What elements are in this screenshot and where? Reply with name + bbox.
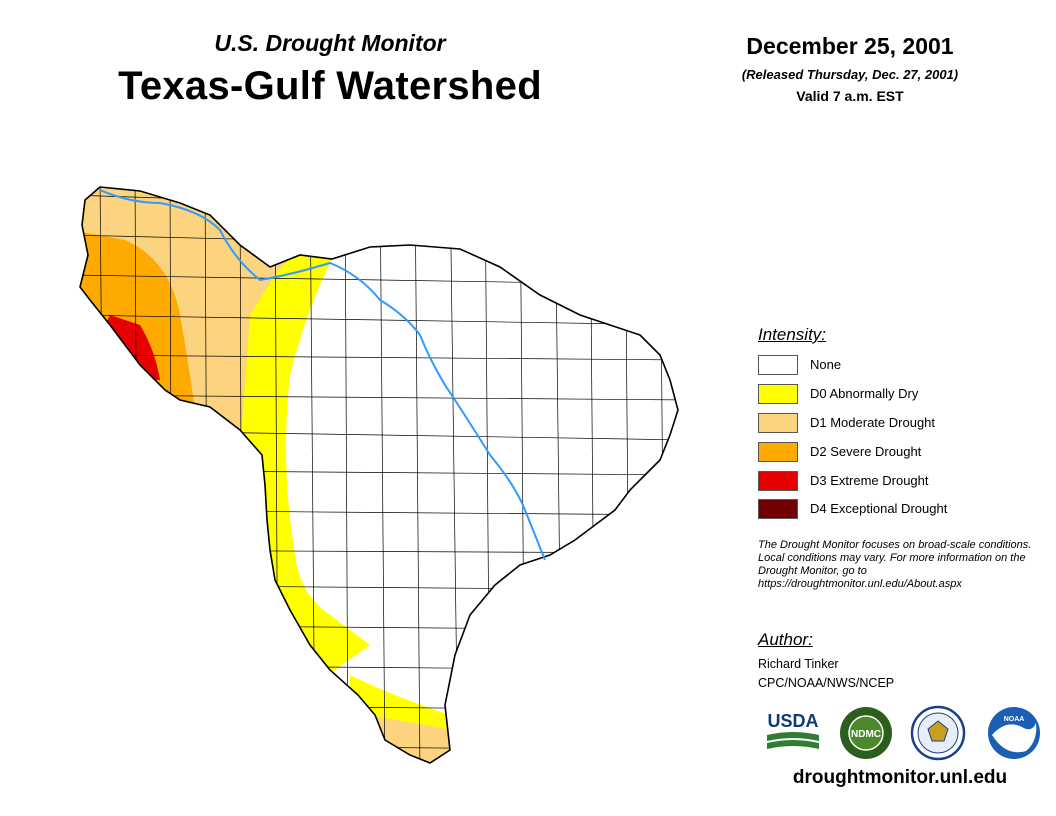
release-date: (Released Thursday, Dec. 27, 2001) [741,67,959,82]
noaa-logo: NOAA [988,707,1040,759]
author-org: CPC/NOAA/NWS/NCEP [758,676,895,690]
ndmc-logo-center [848,715,884,751]
legend-label-d2: D2 Severe Drought [810,444,922,459]
legend-label-d3: D3 Extreme Drought [810,473,929,488]
doc-seal-logo [910,705,966,761]
doc-seal-emblem [927,720,949,742]
noaa-logo-text: NOAA [1004,716,1025,723]
usda-logo-band-1 [767,732,819,741]
usda-logo: USDA [767,711,819,749]
usda-logo-band-2 [767,740,819,749]
ndmc-logo-text: NDMC [851,729,881,740]
legend-swatch-d3 [758,471,798,491]
legend-label-d4: D4 Exceptional Drought [810,501,948,516]
legend-heading: Intensity: [758,325,827,344]
legend-swatch-none [758,355,798,375]
legend-label-d1: D1 Moderate Drought [810,415,936,430]
noaa-logo-bird [992,723,1037,753]
legend-swatch-d2 [758,442,798,462]
map-title: Texas-Gulf Watershed [118,64,542,108]
partner-logos: USDA NDMC NOAA [760,705,1050,761]
legend-swatch-d1 [758,413,798,433]
watershed-map [79,186,679,764]
map-subtitle: U.S. Drought Monitor [214,30,446,56]
legend-label-d0: D0 Abnormally Dry [810,386,919,401]
legend-swatch-d0 [758,384,798,404]
legend-swatch-d4 [758,499,798,519]
river-line [99,189,546,561]
author-heading: Author: [758,630,813,649]
ndmc-logo: NDMC [840,707,892,759]
website-link[interactable]: droughtmonitor.unl.edu [792,767,1008,788]
usda-logo-text: USDA [767,711,818,731]
author-name: Richard Tinker [758,657,839,671]
legend-label-none: None [810,357,842,372]
disclaimer-text: The Drought Monitor focuses on broad-sca… [758,539,1032,590]
map-date: December 25, 2001 [746,33,954,59]
valid-time: Valid 7 a.m. EST [796,88,904,104]
drought-areas [80,187,678,763]
